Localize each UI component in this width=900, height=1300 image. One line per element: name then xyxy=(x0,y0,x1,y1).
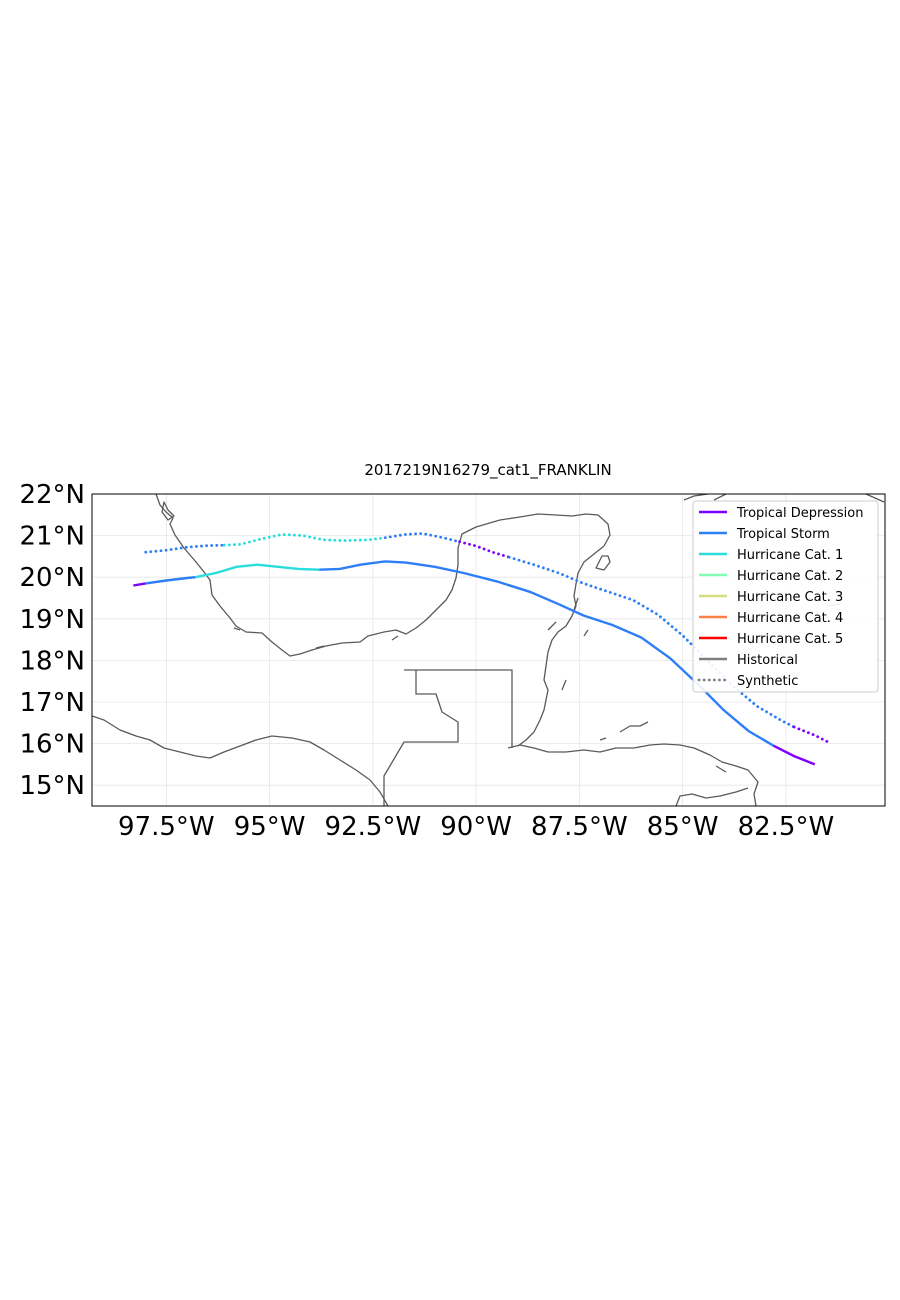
coastline-cozumel xyxy=(595,555,611,571)
coastline-small-islands xyxy=(547,597,841,773)
y-tick-label: 19°N xyxy=(19,605,85,635)
synthetic-track-segment xyxy=(222,532,387,547)
synthetic-track-segment xyxy=(507,555,796,729)
coastline-nicaragua xyxy=(675,787,749,806)
y-tick-label: 21°N xyxy=(19,522,85,552)
coastline-campeche-islands xyxy=(233,627,399,649)
legend-box xyxy=(692,500,879,693)
x-axis-ticks: 97.5°W 95°W 92.5°W 90°W 87.5°W 85°W 82.5°W xyxy=(118,812,834,842)
y-tick-label: 16°N xyxy=(19,730,85,760)
historical-track-segment xyxy=(195,563,320,579)
x-tick-label: 97.5°W xyxy=(118,812,215,842)
x-tick-label: 87.5°W xyxy=(531,812,628,842)
coastline-cuba xyxy=(683,494,885,503)
legend-label: Hurricane Cat. 2 xyxy=(737,569,843,584)
x-tick-label: 95°W xyxy=(234,812,306,842)
map-frame xyxy=(91,493,886,807)
legend-label: Hurricane Cat. 3 xyxy=(737,590,843,605)
legend-label: Hurricane Cat. 5 xyxy=(737,632,843,647)
x-tick-label: 82.5°W xyxy=(738,812,835,842)
x-tick-label: 90°W xyxy=(440,812,512,842)
legend-label: Historical xyxy=(737,653,798,668)
y-tick-label: 22°N xyxy=(19,480,85,510)
legend-label: Synthetic xyxy=(737,674,798,689)
y-tick-label: 15°N xyxy=(19,771,85,801)
y-tick-label: 18°N xyxy=(19,646,85,676)
legend-label: Tropical Storm xyxy=(736,527,830,542)
legend-label: Hurricane Cat. 1 xyxy=(737,548,843,563)
legend-label: Tropical Depression xyxy=(736,506,863,521)
synthetic-track-segment xyxy=(792,725,833,745)
coastline-pacific xyxy=(92,715,389,806)
historical-track-segment xyxy=(145,576,196,585)
historical-track-segment xyxy=(772,744,816,766)
coastline-lagoon xyxy=(161,501,175,521)
y-tick-label: 20°N xyxy=(19,563,85,593)
legend-label: Hurricane Cat. 4 xyxy=(737,611,843,626)
synthetic-track-segment xyxy=(458,540,511,559)
coastline-bay-islands xyxy=(599,721,649,741)
y-tick-label: 17°N xyxy=(19,688,85,718)
legend: Tropical Depression Tropical Storm Hurrica… xyxy=(692,500,879,693)
x-tick-label: 85°W xyxy=(647,812,719,842)
synthetic-track-segment xyxy=(383,532,461,544)
synthetic-track-segment xyxy=(144,543,226,554)
y-axis-ticks: 22°N 21°N 20°N 19°N 18°N 17°N 16°N 15°N xyxy=(19,480,85,801)
coastline-honduras xyxy=(507,743,759,806)
x-tick-label: 92.5°W xyxy=(325,812,422,842)
border-guatemala xyxy=(383,669,513,806)
historical-track-segment xyxy=(133,582,146,587)
chart-title: 2017219N16279_cat1_FRANKLIN xyxy=(364,461,611,480)
